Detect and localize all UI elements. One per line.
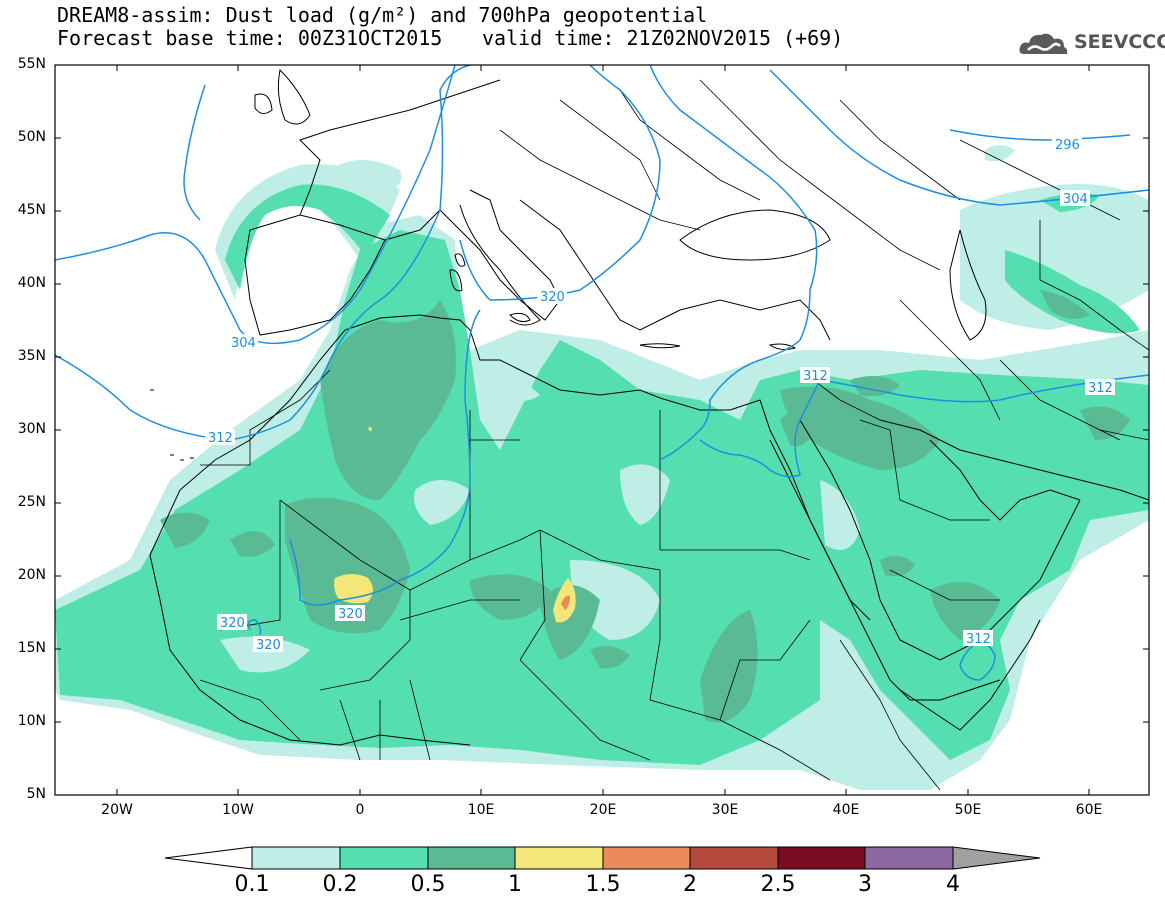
lat-label: 25N xyxy=(17,494,46,510)
lon-label: 50E xyxy=(954,802,982,818)
dust-fields xyxy=(55,145,1149,790)
lat-label: 15N xyxy=(17,640,46,656)
lon-label: 0 xyxy=(355,802,365,818)
contour-label: 320 xyxy=(256,638,281,653)
colorbar-label: 0.5 xyxy=(410,872,446,897)
colorbar-label: 0.2 xyxy=(322,872,358,897)
axis-ticks xyxy=(55,64,1149,796)
colorbar-label: 0.1 xyxy=(234,872,270,897)
lat-label: 35N xyxy=(17,348,46,364)
valid-time: valid time: 21Z02NOV2015 (+69) xyxy=(482,26,844,50)
geopotential-contours xyxy=(55,65,1149,681)
contour-label: 304 xyxy=(231,336,256,351)
contour-label: 304 xyxy=(1063,192,1088,207)
lon-label: 10W xyxy=(222,802,254,818)
contour-label: 320 xyxy=(540,290,565,305)
colorbar-swatch xyxy=(251,846,341,870)
contour-label: 320 xyxy=(338,607,363,622)
colorbar-label: 2.5 xyxy=(760,872,796,897)
lat-label: 5N xyxy=(26,786,46,802)
contour-label: 312 xyxy=(208,431,233,446)
colorbar xyxy=(164,846,1041,870)
lon-label: 60E xyxy=(1075,802,1103,818)
colorbar-label: 3 xyxy=(858,872,872,897)
colorbar-min-arrow xyxy=(164,846,253,870)
contour-labels: 296 304 304 312 312 312 312 320 320 320 … xyxy=(205,136,1115,653)
contour-label: 312 xyxy=(803,369,828,384)
colorbar-label: 4 xyxy=(946,872,960,897)
colorbar-max-arrow xyxy=(952,846,1041,870)
contour-label: 312 xyxy=(1088,381,1113,396)
contour-label: 296 xyxy=(1055,138,1080,153)
lat-label: 55N xyxy=(17,56,46,72)
lat-label: 20N xyxy=(17,567,46,583)
lon-label: 20W xyxy=(101,802,133,818)
lon-label: 10E xyxy=(467,802,495,818)
map-title: DREAM8-assim: Dust load (g/m²) and 700hP… xyxy=(57,3,708,27)
colorbar-label: 2 xyxy=(683,872,697,897)
colorbar-swatch xyxy=(689,846,779,870)
seevccc-logo: SEEVCCC xyxy=(1018,28,1165,60)
lat-label: 50N xyxy=(17,129,46,145)
lon-label: 40E xyxy=(832,802,860,818)
lat-label: 40N xyxy=(17,275,46,291)
colorbar-label: 1.5 xyxy=(585,872,621,897)
colorbar-label: 1 xyxy=(508,872,522,897)
dust-dark-region xyxy=(160,290,1130,723)
colorbar-swatch xyxy=(427,846,516,870)
lon-label: 30E xyxy=(711,802,739,818)
lat-label: 10N xyxy=(17,713,46,729)
colorbar-swatch xyxy=(339,846,429,870)
lat-label: 45N xyxy=(17,202,46,218)
colorbar-swatch xyxy=(864,846,954,870)
lon-label: 20E xyxy=(589,802,617,818)
colorbar-swatch xyxy=(777,846,866,870)
coastlines xyxy=(149,68,1149,746)
lat-label: 30N xyxy=(17,421,46,437)
cloud-logo-icon xyxy=(1019,33,1068,54)
colorbar-swatch xyxy=(602,846,691,870)
contour-label: 312 xyxy=(966,632,991,647)
colorbar-swatch xyxy=(514,846,604,870)
base-time: Forecast base time: 00Z31OCT2015 xyxy=(57,26,443,50)
logo-text: SEEVCCC xyxy=(1074,31,1165,53)
contour-label: 320 xyxy=(220,616,245,631)
